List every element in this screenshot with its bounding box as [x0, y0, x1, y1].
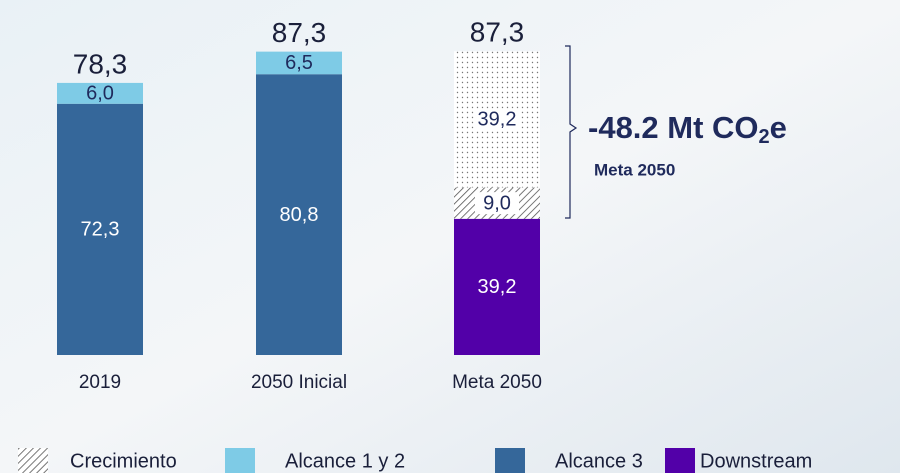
x-tick-label: Meta 2050 [452, 372, 542, 393]
legend-swatch [18, 448, 48, 473]
bar-segment [57, 82, 143, 104]
legend-label: Alcance 1 y 2 [285, 450, 405, 472]
legend-swatch [665, 448, 695, 473]
bar-segment [256, 74, 342, 355]
bar-segment [57, 103, 143, 355]
annotation: -48.2 Mt CO2e [588, 110, 787, 148]
bracket [565, 45, 578, 219]
legend-label: Downstream [700, 450, 812, 472]
x-tick-label: 2019 [79, 372, 121, 393]
value-label: 72,3 [81, 219, 120, 241]
bar-segment [454, 218, 540, 355]
total-label: 87,3 [272, 17, 327, 48]
total-label: 87,3 [470, 17, 525, 48]
legend-swatch [225, 448, 255, 473]
bar-segment [256, 51, 342, 75]
value-label: 39,2 [478, 276, 517, 298]
annotation-subtitle: Meta 2050 [594, 160, 675, 179]
value-label: 39,2 [478, 109, 517, 131]
legend-swatch [495, 448, 525, 473]
value-label: 6,5 [285, 52, 313, 74]
label-box [475, 108, 519, 131]
legend-label: Alcance 3 [555, 450, 643, 472]
label-box [475, 192, 519, 215]
x-tick-label: 2050 Inicial [251, 372, 347, 393]
total-label: 78,3 [73, 48, 128, 79]
value-label: 80,8 [280, 204, 319, 226]
value-label: 6,0 [86, 83, 114, 105]
value-label: 9,0 [483, 192, 511, 214]
legend-label: Crecimiento [70, 450, 177, 472]
